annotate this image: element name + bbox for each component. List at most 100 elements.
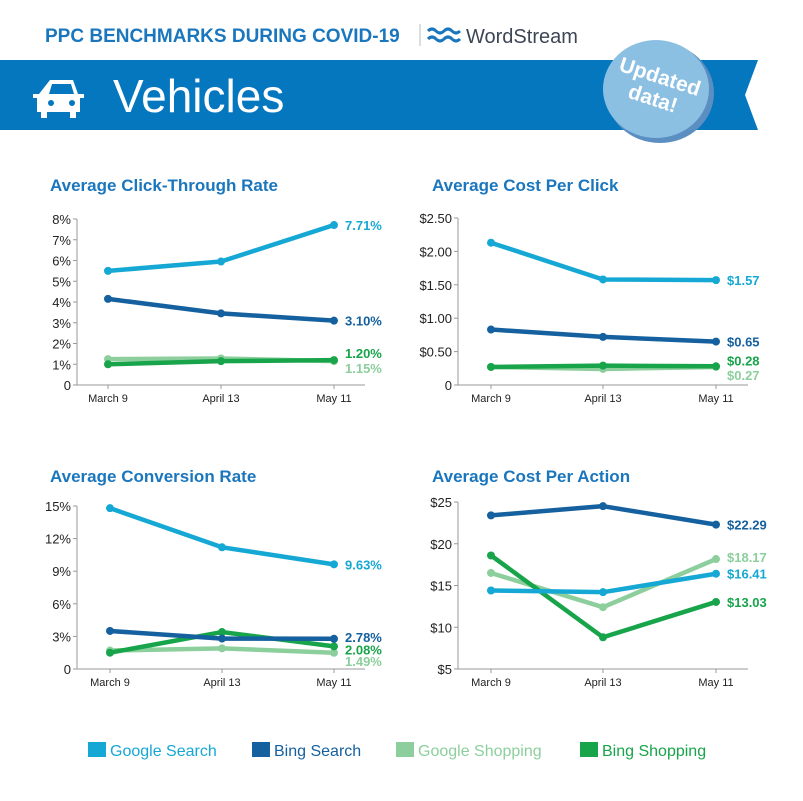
data-point: [106, 648, 114, 657]
data-point: [487, 362, 495, 371]
data-point: [106, 626, 114, 635]
data-point: [330, 642, 338, 651]
data-point: [106, 504, 114, 513]
data-point: [104, 294, 112, 303]
data-point: [712, 555, 720, 564]
series-google-search: 9.63%: [106, 504, 382, 572]
data-point: [104, 360, 112, 369]
x-tick-label: April 13: [202, 393, 239, 405]
series-line: [490, 556, 717, 610]
data-point: [599, 275, 607, 284]
y-tick-label: $10: [430, 620, 452, 635]
data-point: [104, 266, 112, 275]
data-label: $0.65: [727, 335, 760, 350]
data-point: [487, 511, 495, 520]
y-tick-label: $0.50: [419, 345, 452, 360]
y-tick-label: $2.00: [419, 244, 452, 259]
data-point: [218, 543, 226, 552]
x-tick-label: March 9: [471, 677, 511, 689]
series-bing-shopping: 2.08%: [106, 628, 382, 657]
data-label: $16.41: [727, 567, 767, 582]
data-label: $18.17: [727, 550, 767, 565]
category-title: Vehicles: [113, 70, 284, 122]
y-tick-label: 2%: [52, 337, 71, 352]
data-point: [712, 569, 720, 578]
chart-title: Average Cost Per Action: [432, 467, 630, 486]
series-google-search: 7.71%: [104, 218, 382, 275]
x-tick-label: May 11: [316, 677, 351, 689]
chart-average-cost-per-action: Average Cost Per Action $5 $10 $15 $20 $25 Mar…: [430, 467, 766, 689]
y-tick-label: 6%: [52, 254, 71, 269]
x-tick-label: April 13: [584, 393, 621, 405]
legend-swatch-google-shopping: [396, 742, 414, 757]
x-tick-label: April 13: [203, 677, 240, 689]
brand-name: WordStream: [466, 26, 578, 48]
x-tick-label: March 9: [90, 677, 130, 689]
chart-average-click-through-rate: Average Click-Through Rate 0 1% 2% 3% 4% 5% 6% 7…: [50, 176, 382, 405]
data-label: 1.15%: [345, 361, 382, 376]
data-point: [217, 309, 225, 318]
y-tick-label: $2.50: [419, 211, 452, 226]
legend-label-bing-shopping: Bing Shopping: [602, 743, 706, 760]
data-label: 9.63%: [345, 557, 382, 572]
data-point: [487, 568, 495, 577]
series-bing-search: $0.65: [487, 325, 760, 350]
x-tick-label: May 11: [316, 393, 351, 405]
y-tick-label: 12%: [45, 532, 71, 547]
data-point: [712, 597, 720, 606]
data-point: [330, 634, 338, 643]
data-point: [599, 332, 607, 341]
x-tick-label: March 9: [471, 393, 511, 405]
series-line: [489, 553, 717, 640]
series-google-search: $1.57: [487, 238, 760, 288]
charts: Average Click-Through Rate 0 1% 2% 3% 4% 5% 6% 7…: [45, 176, 767, 689]
y-tick-label: 1%: [52, 357, 71, 372]
wordstream-logo-icon: [426, 27, 462, 43]
data-point: [599, 361, 607, 370]
y-tick-label: 6%: [52, 597, 71, 612]
y-tick-label: 0: [64, 378, 71, 393]
series-line: [490, 240, 717, 283]
header-title: PPC BENCHMARKS DURING COVID-19: [45, 26, 400, 47]
data-label: 2.78%: [345, 630, 382, 645]
legend-label-bing-search: Bing Search: [274, 743, 361, 760]
y-tick-label: 0: [64, 662, 71, 677]
y-tick-label: 15%: [45, 499, 71, 514]
data-label: $0.27: [727, 368, 760, 383]
legend-swatch-google-search: [88, 742, 106, 757]
chart-title: Average Conversion Rate: [50, 467, 256, 486]
series-bing-search: 2.78%: [106, 626, 382, 645]
data-point: [218, 628, 226, 637]
y-tick-label: $1.00: [419, 311, 452, 326]
data-point: [217, 257, 225, 266]
y-tick-label: 0: [445, 378, 452, 393]
legend-label-google-search: Google Search: [110, 743, 217, 760]
series-bing-search: $22.29: [487, 502, 767, 533]
data-point: [330, 221, 338, 230]
data-label: $13.03: [727, 595, 767, 610]
y-tick-label: 9%: [52, 564, 71, 579]
data-point: [330, 356, 338, 365]
data-point: [599, 502, 607, 511]
series-bing-shopping: $13.03: [487, 551, 767, 642]
data-point: [599, 603, 607, 612]
category-banner: [0, 60, 758, 130]
data-label: $0.28: [727, 353, 760, 368]
data-point: [712, 276, 720, 285]
series-bing-shopping: 1.20%: [104, 346, 382, 369]
series-line: [109, 506, 335, 567]
updated-badge: [603, 40, 709, 138]
x-tick-label: April 13: [584, 677, 621, 689]
data-point: [599, 588, 607, 597]
data-label: 7.71%: [345, 218, 382, 233]
data-point: [487, 325, 495, 334]
data-point: [330, 648, 338, 657]
legend-swatch-bing-search: [252, 742, 270, 757]
data-point: [330, 560, 338, 569]
data-label: 1.49%: [345, 654, 382, 669]
y-tick-label: $20: [430, 537, 452, 552]
data-point: [487, 238, 495, 247]
data-point: [330, 316, 338, 325]
data-label: 3.10%: [345, 314, 382, 329]
